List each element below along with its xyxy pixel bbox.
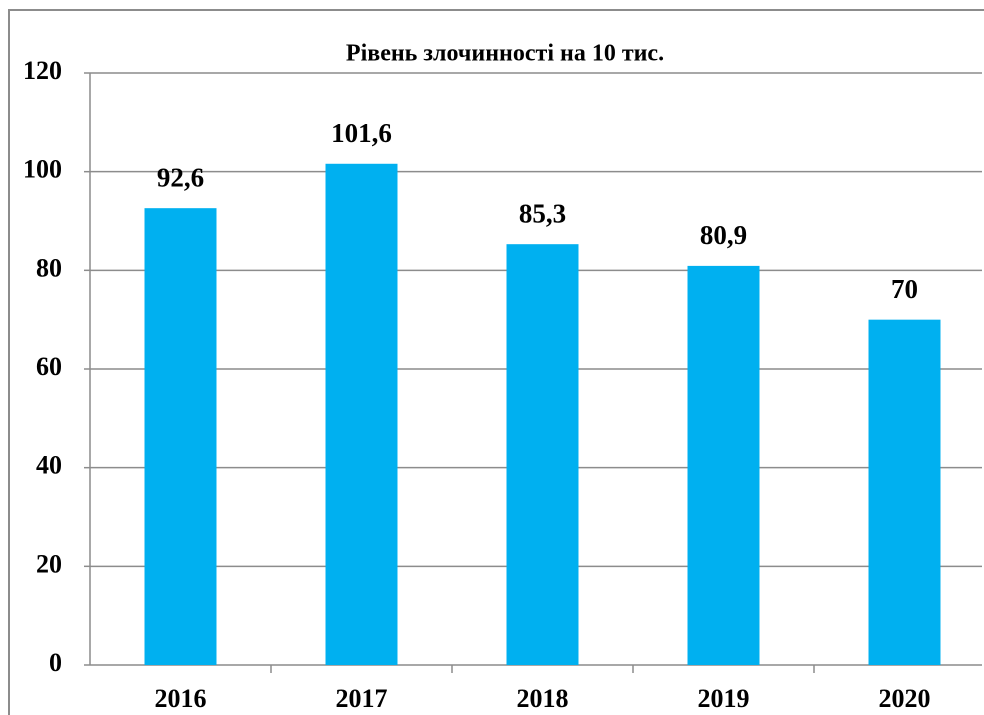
- value-label: 85,3: [519, 198, 566, 228]
- x-tick-label: 2017: [336, 684, 388, 713]
- x-tick-label: 2016: [155, 684, 207, 713]
- value-label: 101,6: [331, 118, 392, 148]
- bar: [325, 163, 398, 666]
- y-tick-label: 20: [36, 549, 62, 578]
- x-tick-label: 2019: [698, 684, 750, 713]
- x-tick-label: 2020: [879, 684, 931, 713]
- y-tick-label: 80: [36, 253, 62, 282]
- y-tick-label: 40: [36, 451, 62, 480]
- value-label: 80,9: [700, 220, 747, 250]
- value-label: 92,6: [157, 162, 204, 192]
- y-tick-label: 120: [23, 56, 62, 85]
- bar: [687, 265, 760, 665]
- value-label: 70: [891, 274, 918, 304]
- y-tick-label: 0: [49, 648, 62, 677]
- bar: [144, 208, 217, 665]
- bar: [506, 244, 579, 666]
- x-tick-label: 2018: [517, 684, 569, 713]
- y-tick-label: 60: [36, 352, 62, 381]
- chart-title: Рівень злочинності на 10 тис.: [346, 41, 664, 67]
- bar: [868, 319, 941, 665]
- y-tick-label: 100: [23, 155, 62, 184]
